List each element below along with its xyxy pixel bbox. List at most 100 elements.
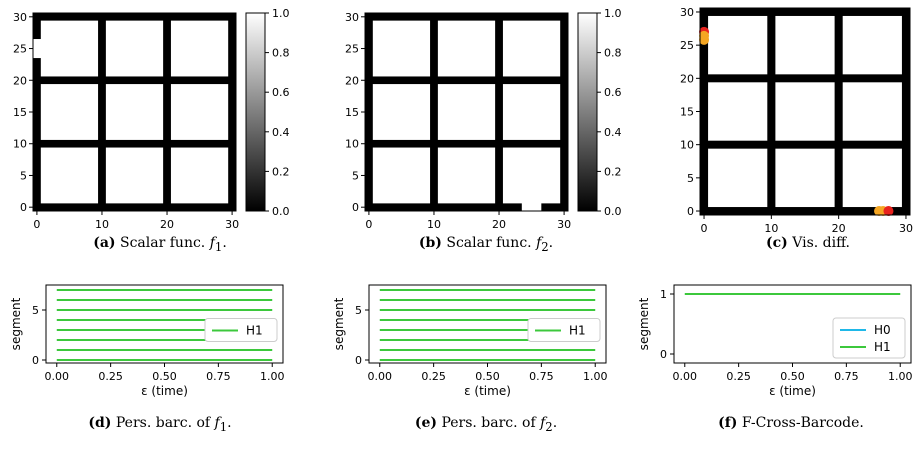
legend-box	[832, 317, 906, 359]
colorbar-tick-label: 0.4	[604, 126, 622, 139]
colorbar	[577, 12, 598, 212]
heatmap-background	[33, 13, 236, 211]
x-tick-label: 0.00	[368, 370, 393, 383]
caption-label: (a)	[93, 235, 116, 251]
legend-label-h0: H0	[874, 323, 891, 337]
caption-label: (e)	[414, 415, 437, 431]
barcode-panel-e: 0.00 0.25 0.50 0.75 1.00 0 5 ε (time) segment H1	[332, 284, 608, 398]
y-axis-label: segment	[637, 297, 651, 350]
caption-d: (d) Pers. barc. of f1.	[88, 415, 232, 434]
y-tick-label: 5	[355, 304, 362, 317]
colorbar-tick-label: 0.8	[272, 47, 290, 60]
caption-math: f	[536, 235, 542, 251]
y-axis-label: segment	[332, 297, 346, 350]
x-axis-label: ε (time)	[464, 384, 511, 398]
heatmap-background	[365, 13, 568, 211]
caption-subscript: 1	[219, 419, 228, 434]
caption-math: f	[540, 415, 546, 431]
caption-subscript: 2	[545, 419, 553, 434]
heatmap-panel-c: 0 10 20 30 0 5 10 15 20 25 30	[680, 6, 913, 235]
x-tick-label: 10	[95, 218, 109, 231]
y-tick-label: 0	[32, 354, 39, 367]
y-tick-label: 20	[680, 72, 694, 85]
legend-label-h1: H1	[874, 340, 891, 354]
x-tick-label: 0.00	[673, 370, 698, 383]
grid-line-horizontal	[33, 203, 236, 211]
caption-a: (a) Scalar func. f1.	[93, 235, 227, 254]
x-tick-label: 1.00	[260, 370, 285, 383]
legend-box	[527, 318, 601, 342]
y-tick-label: 15	[345, 106, 359, 119]
grid-line-horizontal	[700, 140, 910, 149]
grid-line-horizontal	[365, 13, 568, 21]
y-tick-label: 5	[352, 169, 359, 182]
x-axis-label: ε (time)	[141, 384, 188, 398]
grid-line-vertical	[430, 13, 438, 211]
caption-math: f	[214, 415, 220, 431]
barcode-panel-d: 0.00 0.25 0.50 0.75 1.00 0 5 ε (time) segment H1	[9, 284, 285, 398]
x-tick-label: 0.75	[834, 370, 859, 383]
y-tick-label: 0	[355, 354, 362, 367]
colorbar-tick-label: 0.2	[272, 165, 290, 178]
colorbar-tick-label: 0.6	[272, 86, 290, 99]
x-tick-label: 30	[899, 222, 913, 235]
x-tick-label: 20	[492, 218, 506, 231]
grid-line-vertical	[98, 13, 106, 211]
caption-e: (e) Pers. barc. of f2.	[414, 415, 558, 434]
grid-line-horizontal	[365, 203, 568, 211]
y-tick-label: 30	[13, 11, 27, 24]
x-tick-label: 0.50	[152, 370, 177, 383]
x-tick-label: 1.00	[888, 370, 913, 383]
grid-line-vertical	[767, 8, 776, 215]
grid-line-horizontal	[365, 76, 568, 85]
x-tick-label: 10	[427, 218, 441, 231]
colorbar-tick-label: 0.0	[604, 205, 622, 218]
y-axis-label: segment	[9, 297, 23, 350]
grid-line-vertical	[834, 8, 843, 215]
x-tick-label: 0.00	[45, 370, 70, 383]
y-tick-label: 25	[680, 39, 694, 52]
legend: H1	[527, 318, 601, 342]
caption-label: (d)	[88, 415, 112, 431]
grid-line-vertical	[560, 13, 568, 211]
x-tick-label: 0.25	[726, 370, 751, 383]
x-tick-label: 0.25	[98, 370, 123, 383]
y-tick-label: 0	[20, 201, 27, 214]
legend-label-h1: H1	[569, 324, 586, 338]
y-tick-label: 30	[345, 11, 359, 24]
y-tick-label: 1	[660, 288, 667, 301]
y-tick-label: 10	[345, 138, 359, 151]
colorbar-tick-label: 0.0	[272, 205, 290, 218]
y-tick-label: 5	[32, 304, 39, 317]
x-tick-label: 20	[160, 218, 174, 231]
grid-line-horizontal	[33, 13, 236, 21]
colorbar-tick-label: 0.4	[272, 126, 290, 139]
legend-box	[204, 318, 278, 342]
diff-point	[883, 206, 894, 217]
y-tick-label: 0	[660, 348, 667, 361]
grid-line-vertical	[228, 13, 236, 211]
grid-line-horizontal	[33, 76, 236, 85]
y-tick-label: 20	[345, 74, 359, 87]
grid-line-horizontal	[33, 139, 236, 148]
x-tick-label: 10	[764, 222, 778, 235]
y-tick-label: 10	[13, 138, 27, 151]
colorbar	[245, 12, 266, 212]
caption-c: (c) Vis. diff.	[766, 235, 850, 251]
x-tick-label: 30	[557, 218, 571, 231]
x-tick-label: 1.00	[583, 370, 608, 383]
heatmap-background	[700, 8, 910, 215]
colorbar-tick-label: 0.2	[604, 165, 622, 178]
grid-line-vertical	[901, 8, 910, 215]
x-tick-label: 20	[832, 222, 846, 235]
y-tick-label: 5	[687, 172, 694, 185]
colorbar-tick-label: 0.6	[604, 86, 622, 99]
colorbar-tick-label: 1.0	[272, 7, 290, 20]
y-tick-label: 20	[13, 74, 27, 87]
x-tick-label: 0	[365, 218, 372, 231]
y-tick-label: 25	[345, 43, 359, 56]
x-axis-label: ε (time)	[769, 384, 816, 398]
legend: H1	[204, 318, 278, 342]
